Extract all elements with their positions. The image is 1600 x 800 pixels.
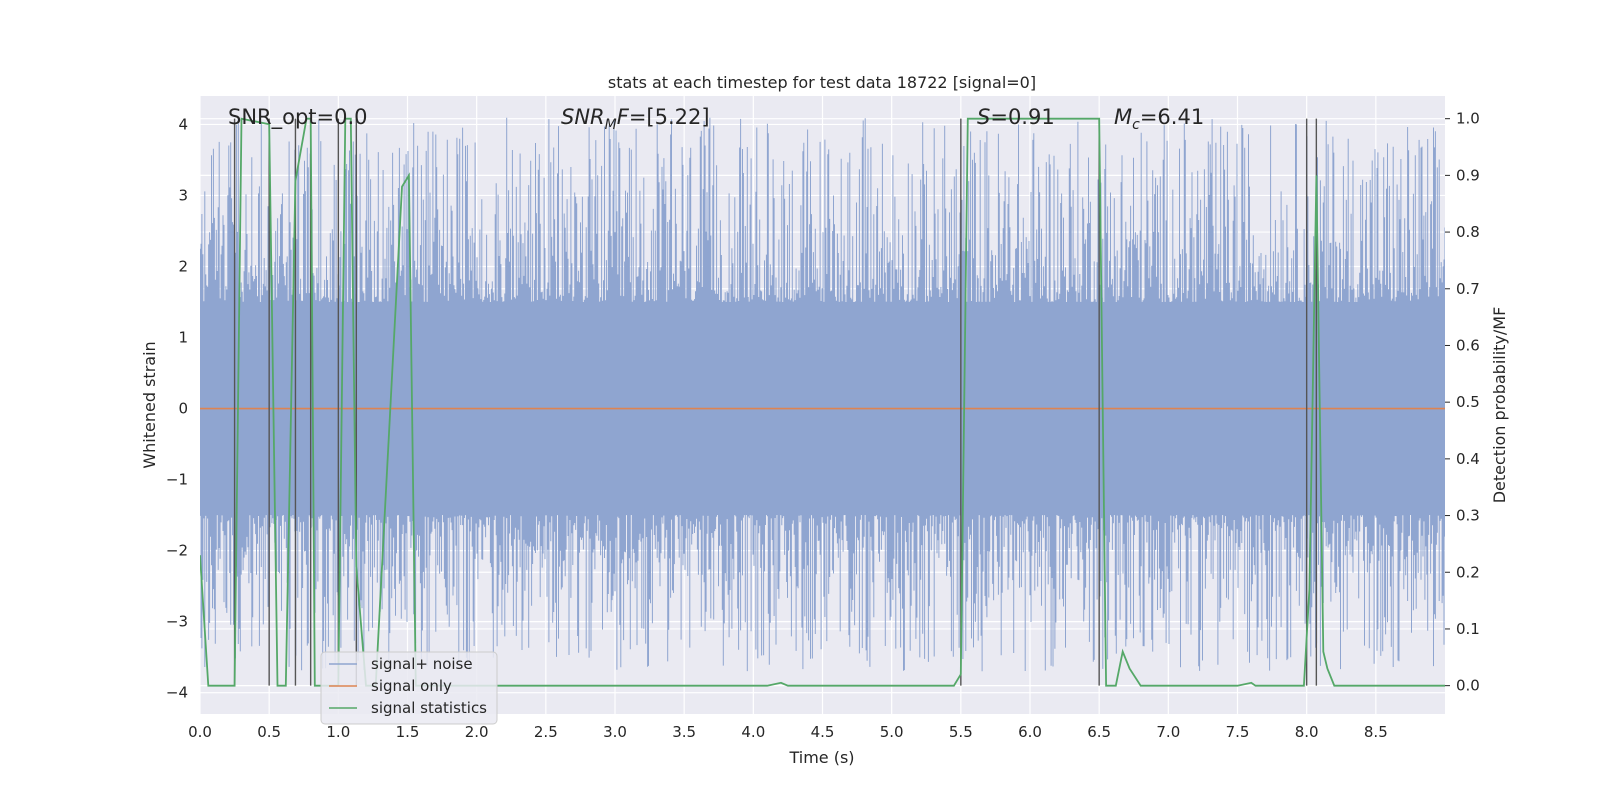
y-right-tick-label: 0.0	[1456, 677, 1480, 695]
x-tick-label: 7.5	[1226, 723, 1250, 741]
signal-statistics-line	[200, 117, 1445, 687]
y-right-tick-label: 0.4	[1456, 450, 1480, 468]
detection-markers	[233, 118, 1318, 686]
annotation-snr-opt: SNR_opt=0.0	[228, 105, 368, 130]
x-tick-label: 7.0	[1156, 723, 1180, 741]
x-tick-label: 1.5	[396, 723, 420, 741]
annotation-snr-mf-value: =[5.22]	[629, 105, 710, 129]
legend-box	[320, 651, 498, 725]
x-tick-label: 0.0	[188, 723, 212, 741]
annotation-snr-mf-sub: M	[605, 117, 617, 133]
annotation-s-base: S	[977, 105, 990, 129]
x-axis-ticks: 0.0 0.5 1.0 1.5 2.0 2.5 3.0 3.5 4.0 4.5 5.0 5.5 6.0 6…	[188, 723, 1388, 741]
y-left-tick-label: 2	[178, 257, 188, 275]
annotation-mc-sub: c	[1132, 117, 1140, 133]
y-left-tick-label: 4	[178, 115, 188, 133]
x-tick-label: 0.5	[257, 723, 281, 741]
legend-label-signal-only: signal only	[371, 677, 452, 695]
y-left-tick-label: −4	[166, 684, 188, 702]
y-axis-left-ticks: −4 −3 −2 −1 0 1 2 3 4	[166, 115, 188, 701]
y-left-tick-label: −2	[166, 542, 188, 560]
annotation-s-stat: S=0.91	[977, 105, 1055, 129]
x-tick-label: 1.0	[326, 723, 350, 741]
y-right-tick-label: 1.0	[1456, 110, 1480, 128]
legend-label-signal-statistics: signal statistics	[371, 699, 487, 717]
x-tick-label: 6.0	[1018, 723, 1042, 741]
annotation-snr-mf-tail: F	[617, 105, 630, 129]
annotation-s-value: =0.91	[990, 105, 1054, 129]
y-right-tick-label: 0.5	[1456, 393, 1480, 411]
x-tick-label: 3.0	[603, 723, 627, 741]
y-right-tick-label: 0.9	[1456, 166, 1480, 184]
y-axis-left-label: Whitened strain	[140, 341, 159, 468]
y-right-tick-label: 0.2	[1456, 563, 1480, 581]
annotation-snr-mf: SNRMF=[5.22]	[561, 105, 710, 133]
annotation-snr-mf-base: SNR	[561, 105, 605, 129]
x-tick-label: 5.5	[949, 723, 973, 741]
x-tick-label: 3.5	[672, 723, 696, 741]
x-axis-label: Time (s)	[788, 748, 854, 767]
y-axis-right-label: Detection probability/MF	[1490, 307, 1509, 504]
x-tick-label: 5.0	[880, 723, 904, 741]
x-tick-label: 2.0	[465, 723, 489, 741]
x-tick-label: 4.0	[741, 723, 765, 741]
legend-label-signal-plus-noise: signal+ noise	[371, 655, 473, 673]
y-right-tick-label: 0.6	[1456, 336, 1480, 354]
x-tick-label: 6.5	[1087, 723, 1111, 741]
y-left-tick-label: 3	[178, 186, 188, 204]
y-axis-right-ticks: 0.0 0.1 0.2 0.3 0.4 0.5 0.6 0.7 0.8 0.9 1.0	[1445, 110, 1480, 695]
x-tick-label: 8.0	[1295, 723, 1319, 741]
series-signal-statistics	[200, 117, 1445, 687]
y-right-tick-label: 0.3	[1456, 507, 1480, 525]
annotation-mc-value: =6.41	[1140, 105, 1204, 129]
y-left-tick-label: −1	[166, 471, 188, 489]
y-left-tick-label: 0	[178, 400, 188, 418]
y-right-tick-label: 0.1	[1456, 620, 1480, 638]
x-tick-label: 8.5	[1364, 723, 1388, 741]
y-right-tick-label: 0.8	[1456, 223, 1480, 241]
chart-title: stats at each timestep for test data 187…	[608, 73, 1036, 92]
annotation-mc: Mc=6.41	[1114, 105, 1204, 133]
y-left-tick-label: 1	[178, 329, 188, 347]
legend: signal+ noise signal only signal statist…	[320, 651, 498, 725]
x-tick-label: 2.5	[534, 723, 558, 741]
x-tick-label: 4.5	[811, 723, 835, 741]
annotation-mc-base: M	[1114, 105, 1132, 129]
y-left-tick-label: −3	[166, 613, 188, 631]
y-right-tick-label: 0.7	[1456, 280, 1480, 298]
